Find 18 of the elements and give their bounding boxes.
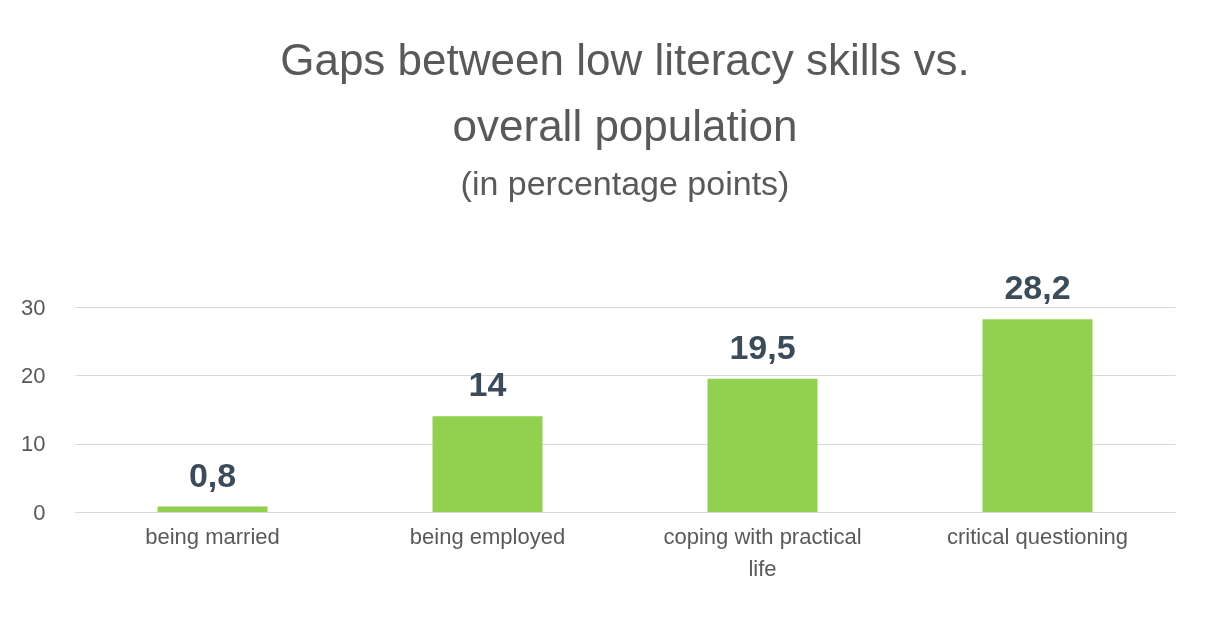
bar xyxy=(982,319,1093,512)
data-label: 0,8 xyxy=(188,455,237,494)
bar xyxy=(707,378,818,512)
chart-subtitle: (in percentage points) xyxy=(460,164,790,203)
bar xyxy=(157,506,268,512)
x-tick-label: being employed xyxy=(409,523,566,549)
y-tick-label: 20 xyxy=(21,362,46,388)
chart-title: Gaps between low literacy skills vs. overall population xyxy=(280,35,970,151)
bar xyxy=(432,416,543,512)
y-tick-label: 30 xyxy=(21,294,46,320)
data-label: 19,5 xyxy=(729,327,796,366)
x-tick-label: critical questioning xyxy=(947,523,1128,549)
x-tick-label: being married xyxy=(145,523,280,549)
y-tick-label: 10 xyxy=(21,431,46,457)
data-label: 28,2 xyxy=(1004,268,1071,307)
y-tick-label: 0 xyxy=(33,499,46,525)
data-label: 14 xyxy=(468,365,507,404)
x-tick-label: coping with practical life xyxy=(663,523,862,581)
